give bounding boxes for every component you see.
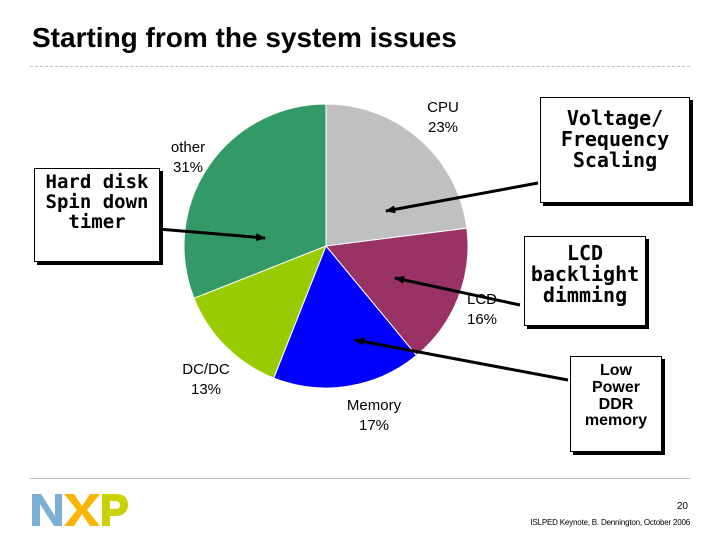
slice-label-memory: Memory 17% <box>336 396 412 436</box>
footer-credit: ISLPED Keynote, B. Dennington, October 2… <box>530 518 690 527</box>
callout-voltage-line-2: Frequency <box>560 127 670 151</box>
arrow-hdd-to-other-slice <box>157 227 266 242</box>
callout-lcd-line-2: backlight <box>530 262 640 286</box>
callout-memory-line-2: Power <box>591 378 640 396</box>
pie-slice-dc-dc <box>193 245 327 379</box>
slice-label-dcdc: DC/DC 13% <box>176 360 236 400</box>
callout-voltage-line-3: Scaling <box>572 148 658 172</box>
callout-memory-line-4: memory <box>584 412 648 430</box>
callout-low-power-ddr-memory: Low Power DDR memory <box>570 356 662 452</box>
slice-name-cpu: CPU <box>427 99 459 116</box>
slice-label-cpu: CPU 23% <box>418 98 468 138</box>
slide-title: Starting from the system issues <box>32 22 457 53</box>
slice-label-other: other 31% <box>160 138 216 178</box>
slice-value-other: 31% <box>172 159 204 176</box>
callout-voltage-line-1: Voltage/ <box>566 106 664 130</box>
pie-slice-memory <box>273 245 418 389</box>
arrow-lcd-to-lcd-slice <box>394 275 521 307</box>
callout-memory-line-3: DDR <box>598 395 634 413</box>
arrow-memory-to-memory-slice <box>354 337 569 382</box>
footer-divider <box>30 478 690 479</box>
slice-value-memory: 17% <box>358 417 390 434</box>
callout-hdd-line-2: Spin down <box>45 190 149 213</box>
callout-hdd-line-1: Hard disk <box>45 171 149 193</box>
title-divider <box>30 66 690 67</box>
slice-value-lcd: 16% <box>466 311 498 328</box>
pie-slice-other <box>183 103 327 299</box>
pie-slice-lcd <box>325 227 469 357</box>
callout-arrows <box>157 181 569 382</box>
arrow-voltage-to-cpu <box>385 181 539 214</box>
slice-value-dcdc: 13% <box>190 381 222 398</box>
slice-name-memory: Memory <box>346 397 402 414</box>
page-number: 20 <box>676 501 688 512</box>
callout-hdd-line-3: timer <box>68 210 126 233</box>
callout-lcd-backlight-dimming: LCD backlight dimming <box>524 236 646 326</box>
slice-value-cpu: 23% <box>427 119 459 136</box>
callout-hard-disk-spin-down: Hard disk Spin down timer <box>34 168 160 262</box>
nxp-logo <box>32 494 128 526</box>
pie-slice-cpu <box>325 103 468 247</box>
callout-voltage-frequency-scaling: Voltage/ Frequency Scaling <box>540 97 690 203</box>
pie-slices <box>183 103 469 389</box>
callout-lcd-line-1: LCD <box>566 241 604 265</box>
callout-lcd-line-3: dimming <box>542 283 628 307</box>
slice-name-dcdc: DC/DC <box>182 361 230 378</box>
slice-name-other: other <box>170 139 206 156</box>
slice-name-lcd: LCD <box>466 291 497 308</box>
slice-label-lcd: LCD 16% <box>458 290 506 330</box>
callout-memory-line-1: Low <box>600 362 632 379</box>
